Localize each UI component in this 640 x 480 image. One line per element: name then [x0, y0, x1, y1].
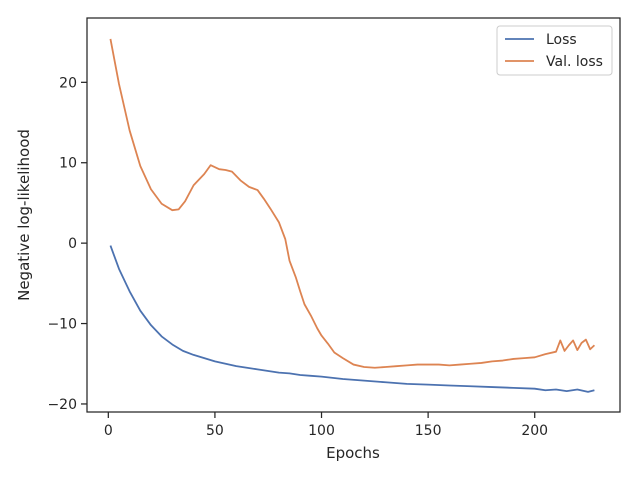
legend: Loss Val. loss: [496, 25, 613, 76]
y-tick-label: 10: [59, 156, 77, 172]
y-tick-label: 0: [68, 236, 77, 252]
series-line-val-loss: [109, 38, 596, 369]
legend-label-val-loss: Val. loss: [546, 54, 603, 70]
y-tick-label: −20: [47, 397, 77, 413]
y-axis-label: Negative log-likelihood: [15, 129, 33, 301]
plot-frame: [86, 17, 621, 413]
y-tick-label: 20: [59, 75, 77, 91]
x-tick-label: 200: [521, 423, 548, 439]
plot-area: [87, 18, 620, 412]
series-line-loss: [109, 245, 595, 393]
legend-label-loss: Loss: [546, 32, 577, 48]
x-axis-label: Epochs: [326, 444, 380, 462]
ticks-layer: 0 50 100 150 200 −20 −10 0 10 20: [47, 75, 548, 439]
x-tick-label: 150: [415, 423, 442, 439]
series-layer: [109, 38, 596, 393]
y-tick-label: −10: [47, 317, 77, 333]
x-tick-label: 0: [104, 423, 113, 439]
x-tick-label: 50: [206, 423, 224, 439]
x-tick-label: 100: [308, 423, 335, 439]
